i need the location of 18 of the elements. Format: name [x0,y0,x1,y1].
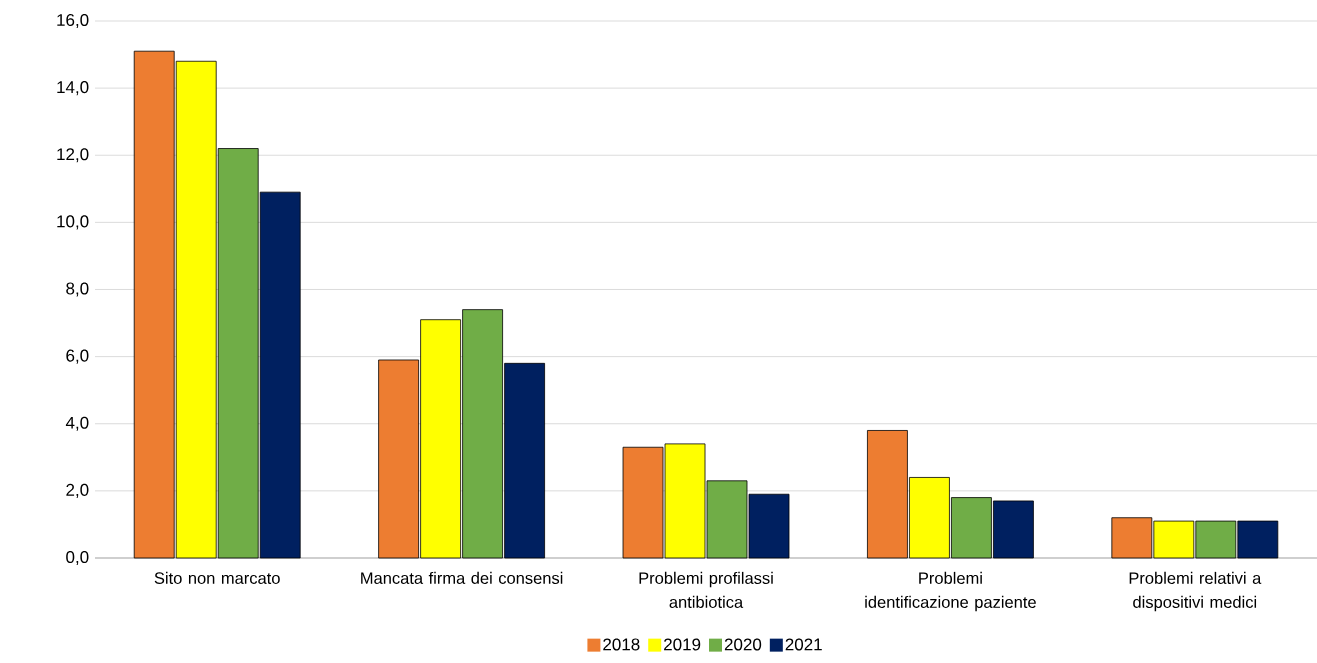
legend-label: 2020 [724,638,762,651]
y-tick-label: 0,0 [66,550,89,566]
y-tick-label: 14,0 [57,81,89,96]
legend-label: 2021 [785,638,822,651]
y-tick-label: 8,0 [66,282,89,297]
y-tick-label: 4,0 [65,416,89,431]
y-tick-label: 12,0 [57,148,89,163]
x-tick-label: Problemi relativi a dispositivi medici [1129,571,1262,612]
x-tick-label: Problemi identificazione paziente [865,571,1036,612]
x-tick-label: Mancata firma dei consensi [361,571,563,584]
x-tick-label: Problemi profilassi antibiotica [639,571,773,608]
x-tick-label: Sito non marcato [154,571,280,584]
y-tick-label: 16,0 [57,13,89,28]
y-tick-label: 6,0 [66,349,89,364]
legend-label: 2019 [664,638,701,651]
y-tick-label: 10,0 [57,215,89,230]
y-tick-label: 2,0 [66,483,89,498]
legend-label: 2018 [603,638,640,651]
